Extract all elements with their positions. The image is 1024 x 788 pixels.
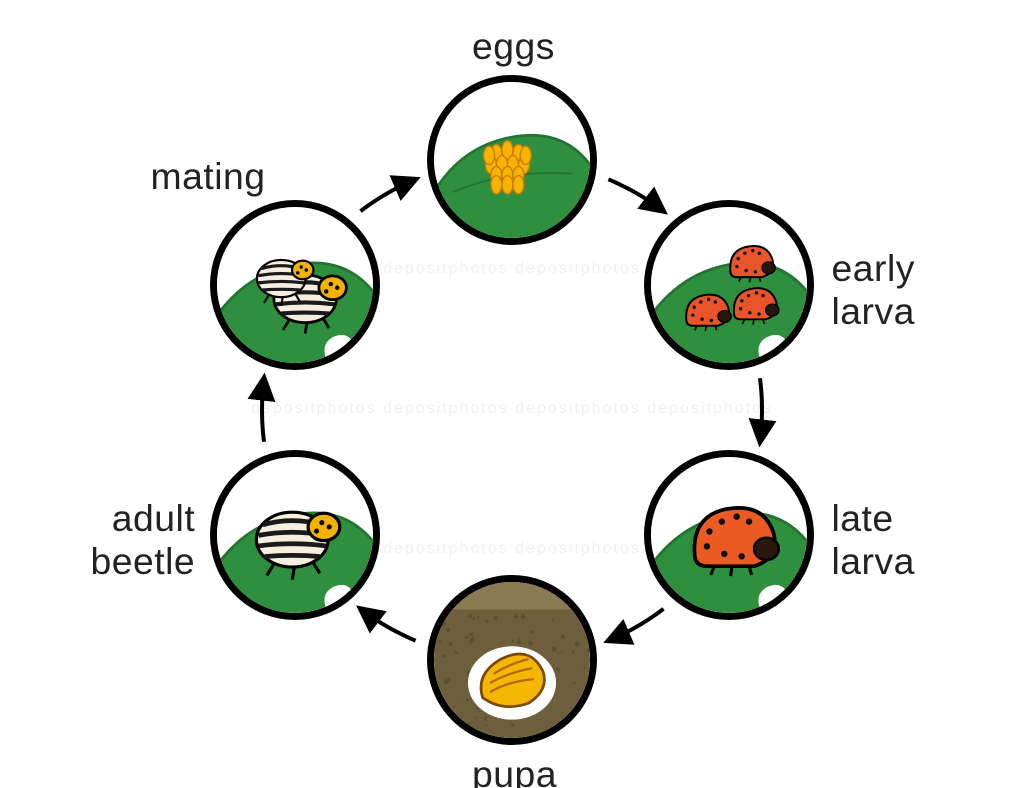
arrow-early-larva-to-late-larva: [760, 378, 762, 442]
illustration-pupa: [434, 582, 590, 738]
label-early-larva: early larva: [832, 247, 915, 333]
arrow-pupa-to-adult: [361, 609, 416, 641]
illustration-adult: [217, 457, 373, 613]
stage-adult: [210, 450, 380, 620]
arrow-late-larva-to-pupa: [608, 609, 663, 641]
illustration-mating: [217, 207, 373, 363]
illustration-eggs: [434, 82, 590, 238]
arrow-eggs-to-early-larva: [608, 179, 663, 211]
stage-pupa: [427, 575, 597, 745]
stage-mating: [210, 200, 380, 370]
arrow-adult-to-mating: [262, 378, 264, 442]
watermark: depositphotos depositphotos depositphoto…: [0, 400, 1024, 418]
label-eggs: eggs: [472, 25, 555, 68]
label-late-larva: late larva: [832, 497, 915, 583]
illustration-early-larva: [651, 207, 807, 363]
diagram-canvas: depositphotos depositphotos depositphoto…: [0, 0, 1024, 788]
label-mating: mating: [150, 155, 265, 198]
stage-late-larva: [644, 450, 814, 620]
stage-early-larva: [644, 200, 814, 370]
label-pupa: pupa: [472, 753, 557, 788]
stage-eggs: [427, 75, 597, 245]
label-adult: adult beetle: [90, 497, 195, 583]
illustration-late-larva: [651, 457, 807, 613]
arrow-mating-to-eggs: [361, 179, 416, 211]
